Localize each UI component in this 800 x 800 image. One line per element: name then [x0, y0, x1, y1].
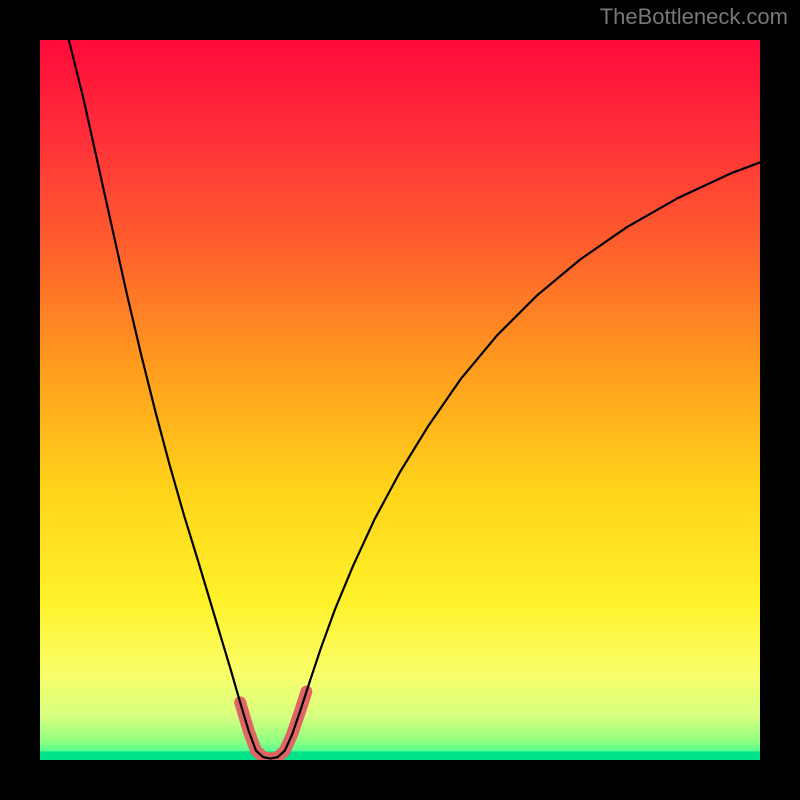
chart-container: TheBottleneck.com: [0, 0, 800, 800]
chart-bottom-band: [40, 751, 760, 760]
chart-gradient-background: [40, 40, 760, 760]
bottleneck-curve-chart: [0, 0, 800, 800]
watermark-text: TheBottleneck.com: [600, 4, 788, 30]
